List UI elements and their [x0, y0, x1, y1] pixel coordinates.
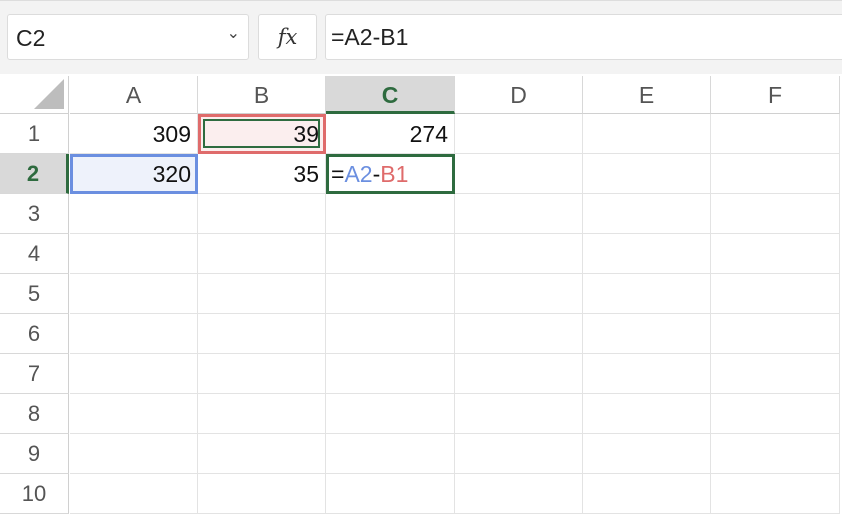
- cell-B7[interactable]: [198, 354, 326, 394]
- row-header-8[interactable]: 8: [0, 394, 69, 434]
- cell-A5[interactable]: [70, 274, 198, 314]
- cell-C10[interactable]: [326, 474, 455, 514]
- cell-E8[interactable]: [583, 394, 711, 434]
- cell-A3[interactable]: [70, 194, 198, 234]
- edit-ref-a2: A2: [344, 161, 373, 187]
- cell-A6[interactable]: [70, 314, 198, 354]
- edit-ref-b1: B1: [380, 161, 409, 187]
- cell-F2[interactable]: [711, 154, 840, 194]
- select-all-button[interactable]: [0, 76, 69, 114]
- cell-D1[interactable]: [455, 114, 583, 154]
- cell-E5[interactable]: [583, 274, 711, 314]
- cell-E7[interactable]: [583, 354, 711, 394]
- row-header-10[interactable]: 10: [0, 474, 69, 514]
- cell-D5[interactable]: [455, 274, 583, 314]
- cell-D2[interactable]: [455, 154, 583, 194]
- row-header-4[interactable]: 4: [0, 234, 69, 274]
- cell-D8[interactable]: [455, 394, 583, 434]
- cell-D10[interactable]: [455, 474, 583, 514]
- cell-C9[interactable]: [326, 434, 455, 474]
- column-header-C[interactable]: C: [326, 76, 455, 114]
- row-header-3[interactable]: 3: [0, 194, 69, 234]
- cell-F6[interactable]: [711, 314, 840, 354]
- cell-C2[interactable]: =A2-B1: [326, 154, 455, 194]
- insert-function-button[interactable]: fx: [258, 14, 317, 60]
- cell-B2[interactable]: 35: [198, 154, 326, 194]
- cell-D3[interactable]: [455, 194, 583, 234]
- cell-E9[interactable]: [583, 434, 711, 474]
- cell-E2[interactable]: [583, 154, 711, 194]
- row-header-2[interactable]: 2: [0, 154, 69, 194]
- cell-F5[interactable]: [711, 274, 840, 314]
- cell-C8[interactable]: [326, 394, 455, 434]
- cell-F10[interactable]: [711, 474, 840, 514]
- cell-B5[interactable]: [198, 274, 326, 314]
- cell-E1[interactable]: [583, 114, 711, 154]
- cell-A7[interactable]: [70, 354, 198, 394]
- cell-A1[interactable]: 309: [70, 114, 198, 154]
- cell-F7[interactable]: [711, 354, 840, 394]
- column-header-E[interactable]: E: [583, 76, 711, 114]
- edit-op: -: [372, 161, 381, 187]
- cell-E3[interactable]: [583, 194, 711, 234]
- cell-C5[interactable]: [326, 274, 455, 314]
- cell-F1[interactable]: [711, 114, 840, 154]
- cell-B4[interactable]: [198, 234, 326, 274]
- cell-C4[interactable]: [326, 234, 455, 274]
- column-header-F[interactable]: F: [711, 76, 840, 114]
- cell-F9[interactable]: [711, 434, 840, 474]
- cell-A2[interactable]: 320: [70, 154, 198, 194]
- column-header-D[interactable]: D: [455, 76, 583, 114]
- cell-C6[interactable]: [326, 314, 455, 354]
- cell-B10[interactable]: [198, 474, 326, 514]
- cell-C1[interactable]: 274: [326, 114, 455, 154]
- formula-toolbar: C2 ⌄ fx =A2-B1: [0, 0, 842, 74]
- name-box[interactable]: C2 ⌄: [7, 14, 249, 60]
- cell-B6[interactable]: [198, 314, 326, 354]
- edit-eq: =: [331, 161, 345, 187]
- row-header-5[interactable]: 5: [0, 274, 69, 314]
- row-header-1[interactable]: 1: [0, 114, 69, 154]
- column-header-B[interactable]: B: [198, 76, 326, 114]
- cell-C3[interactable]: [326, 194, 455, 234]
- cell-D7[interactable]: [455, 354, 583, 394]
- cell-B9[interactable]: [198, 434, 326, 474]
- cell-C7[interactable]: [326, 354, 455, 394]
- cell-F3[interactable]: [711, 194, 840, 234]
- row-header-9[interactable]: 9: [0, 434, 69, 474]
- cell-B8[interactable]: [198, 394, 326, 434]
- cell-B1[interactable]: 39: [198, 114, 326, 154]
- column-header-A[interactable]: A: [70, 76, 198, 114]
- cell-A10[interactable]: [70, 474, 198, 514]
- cell-F4[interactable]: [711, 234, 840, 274]
- cell-E4[interactable]: [583, 234, 711, 274]
- name-box-value: C2: [16, 25, 46, 51]
- cell-A8[interactable]: [70, 394, 198, 434]
- cell-D9[interactable]: [455, 434, 583, 474]
- row-header-6[interactable]: 6: [0, 314, 69, 354]
- chevron-down-icon[interactable]: ⌄: [226, 25, 240, 42]
- cell-D6[interactable]: [455, 314, 583, 354]
- cell-A4[interactable]: [70, 234, 198, 274]
- cell-F8[interactable]: [711, 394, 840, 434]
- cell-E6[interactable]: [583, 314, 711, 354]
- cell-B3[interactable]: [198, 194, 326, 234]
- row-header-7[interactable]: 7: [0, 354, 69, 394]
- cell-D4[interactable]: [455, 234, 583, 274]
- cell-A9[interactable]: [70, 434, 198, 474]
- cell-E10[interactable]: [583, 474, 711, 514]
- formula-input[interactable]: =A2-B1: [325, 14, 842, 60]
